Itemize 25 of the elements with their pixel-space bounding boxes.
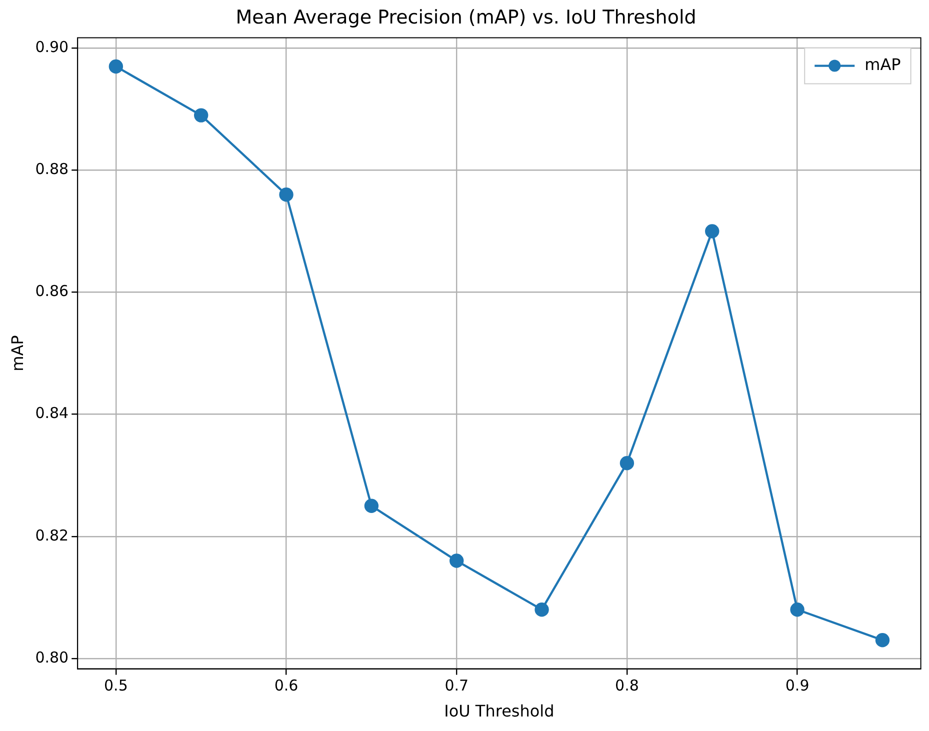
point	[705, 224, 720, 238]
x-tick-label: 0.5	[104, 676, 128, 695]
chart-title: Mean Average Precision (mAP) vs. IoU Threshold	[236, 6, 696, 28]
point	[108, 59, 124, 74]
y-tick-label: 0.88	[35, 160, 69, 178]
legend-label: mAP	[864, 54, 902, 74]
point	[790, 602, 804, 617]
y-axis-title: mAP	[8, 334, 27, 372]
y-tick-label: 0.86	[35, 282, 69, 300]
x-axis-title: IoU Threshold	[444, 702, 554, 721]
point	[534, 602, 549, 617]
point	[279, 188, 294, 202]
x-tick-label: 0.6	[274, 676, 298, 695]
point	[194, 108, 208, 122]
point	[364, 498, 379, 513]
x-tick-label: 0.8	[615, 676, 639, 695]
x-tick-label: 0.7	[444, 676, 469, 695]
point	[450, 554, 464, 568]
y-tick-label: 0.84	[35, 404, 69, 422]
point	[620, 456, 634, 470]
y-tick-label: 0.82	[35, 526, 69, 544]
x-tick-label: 0.9	[785, 676, 810, 695]
y-tick-label: 0.80	[35, 648, 69, 666]
y-tick-label: 0.90	[35, 38, 69, 56]
point	[875, 633, 890, 648]
